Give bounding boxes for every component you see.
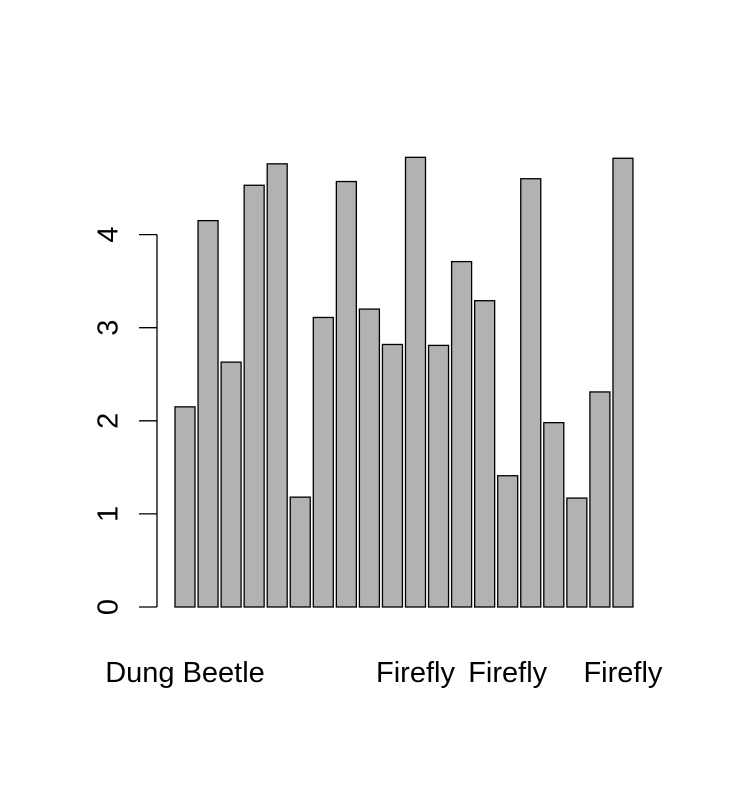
y-tick-label-3: 3	[93, 320, 125, 336]
x-tick-label-20: Firefly	[583, 657, 662, 689]
bar-5	[266, 163, 288, 608]
bar-10	[381, 343, 404, 608]
x-axis-labels: Dung Beetle Firefly Firefly Firefly	[105, 657, 663, 689]
bar-16	[520, 178, 542, 608]
bar-2	[197, 219, 219, 608]
bar-14	[473, 300, 496, 608]
bar-11	[404, 156, 427, 608]
bar-12	[427, 344, 450, 608]
bar-13	[450, 260, 473, 608]
x-tick-label-15: Firefly	[468, 657, 547, 689]
bar-20	[612, 157, 634, 608]
bar-6	[289, 496, 311, 608]
y-tick-label-2: 2	[93, 413, 125, 429]
y-tick-label-1: 1	[93, 506, 125, 522]
bars	[174, 156, 634, 608]
x-tick-label-1: Dung Beetle	[105, 657, 265, 689]
bar-18	[566, 497, 588, 608]
y-axis: 0 1 2 3 4	[93, 227, 158, 615]
bar-9	[358, 308, 381, 608]
bar-3	[220, 361, 242, 608]
bar-7	[312, 316, 334, 608]
bar-4	[243, 184, 265, 608]
y-tick-label-4: 4	[93, 227, 125, 243]
bar-15	[497, 475, 519, 608]
x-tick-label-11: Firefly	[376, 657, 455, 689]
bar-19	[589, 391, 611, 608]
y-tick-label-0: 0	[93, 599, 125, 615]
bar-8	[335, 180, 358, 608]
bar-1	[174, 406, 196, 608]
bar-17	[543, 422, 565, 608]
